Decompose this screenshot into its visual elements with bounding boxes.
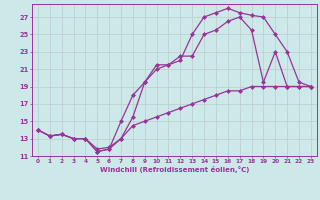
X-axis label: Windchill (Refroidissement éolien,°C): Windchill (Refroidissement éolien,°C) [100,166,249,173]
